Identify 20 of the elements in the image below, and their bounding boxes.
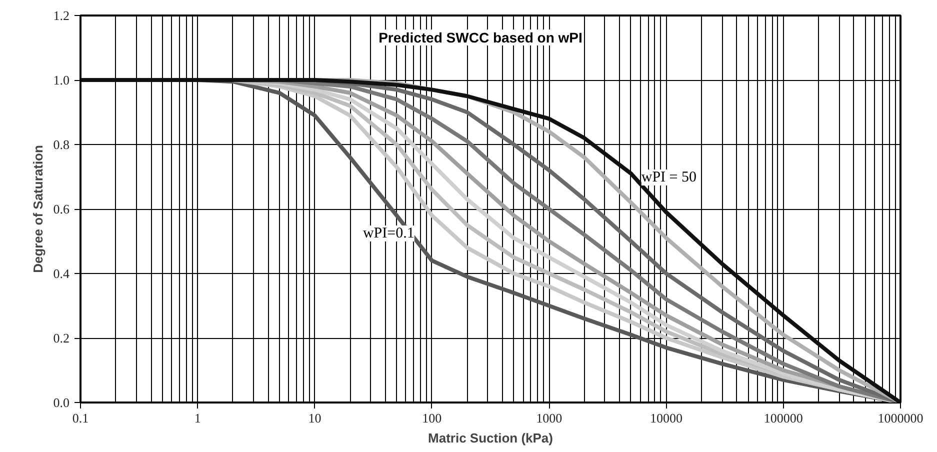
x-tick-label: 1 xyxy=(194,410,201,426)
y-tick-label: 0.4 xyxy=(53,266,70,281)
y-tick-label: 1.0 xyxy=(53,72,70,88)
y-tick-label: 1.2 xyxy=(53,8,70,23)
x-tick-label: 1000 xyxy=(536,410,562,426)
x-tick-label: 10 xyxy=(308,410,322,426)
x-tick-label: 10000 xyxy=(650,410,682,426)
x-tick-label: 0.1 xyxy=(72,410,89,426)
annotation: wPI = 50 xyxy=(641,170,697,186)
annotation: wPI=0.1 xyxy=(362,225,414,242)
x-tick-label: 100 xyxy=(422,410,442,426)
y-tick-label: 0.0 xyxy=(53,395,70,410)
x-tick-label: 100000 xyxy=(764,410,803,426)
y-tick-label: 0.8 xyxy=(53,137,70,152)
x-tick-label: 1000000 xyxy=(878,410,924,426)
y-axis-title: Degree of Saturation xyxy=(30,145,46,273)
y-tick-label: 0.6 xyxy=(53,202,70,216)
y-tick-label: 0.2 xyxy=(53,330,70,346)
text: Predicted SWCC based on wPI xyxy=(378,30,582,46)
x-axis-title: Matric Suction (kPa) xyxy=(428,430,553,446)
